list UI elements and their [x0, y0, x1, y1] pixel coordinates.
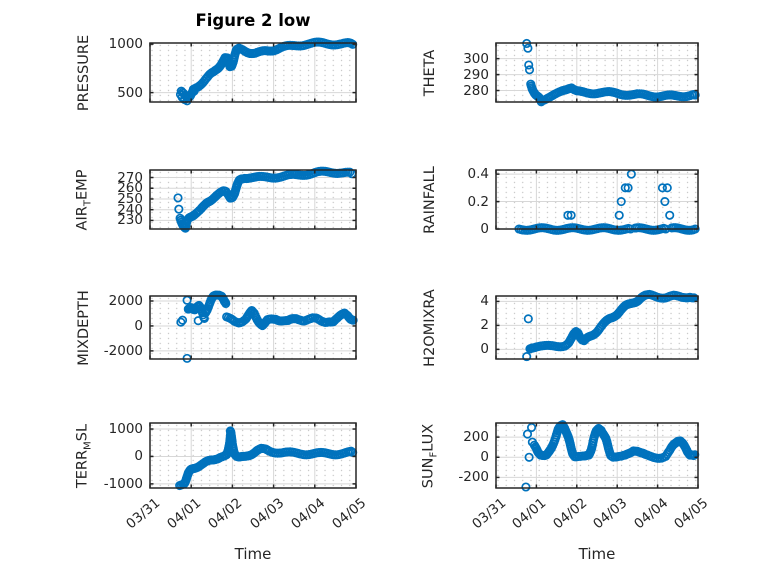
y-tick-label: 4	[480, 293, 489, 310]
scatter-series	[176, 290, 358, 363]
y-tick-label: 1000	[108, 421, 143, 438]
y-tick-label: 230	[117, 212, 143, 229]
x-tick-label: 04/04	[630, 495, 671, 533]
axes-frame	[495, 422, 699, 489]
y-tick-label: 290	[463, 66, 489, 83]
axes-frame	[149, 422, 357, 489]
x-tick-label: 04/05	[329, 495, 370, 533]
y-tick-label: 280	[463, 82, 489, 99]
x-axis-label-right: Time	[578, 545, 616, 563]
figure-title: Figure 2 low	[195, 11, 311, 30]
x-tick-label: 04/05	[671, 495, 712, 533]
y-axis-label-sun-flux: SUNFLUX	[420, 423, 440, 488]
y-axis-label-terr-msl: TERRMSL	[74, 423, 94, 488]
y-tick-label: 0	[480, 449, 489, 466]
y-tick-label: 2	[480, 317, 489, 334]
x-tick-label: 04/03	[590, 495, 631, 533]
scatter-series	[175, 426, 358, 491]
plot-h2omixra	[495, 289, 699, 362]
y-tick-label: -200	[458, 469, 489, 486]
axes-frame	[149, 295, 357, 360]
y-axis-label-h2omixra: H2OMIXRA	[422, 288, 438, 367]
y-tick-label: 0	[480, 221, 489, 237]
y-tick-label: -2000	[103, 342, 143, 359]
y-tick-label: 1000	[108, 36, 143, 53]
plot-mixdepth	[149, 290, 358, 363]
plot-rainfall	[495, 169, 700, 235]
x-tick-label: 04/03	[246, 495, 287, 533]
x-tick-label: 03/31	[123, 495, 164, 533]
y-tick-label: 500	[117, 84, 143, 101]
y-axis-label-theta: THETA	[422, 49, 438, 96]
y-tick-label: 200	[463, 429, 489, 446]
x-tick-label: 04/04	[287, 495, 329, 533]
x-axis-label-left: Time	[234, 545, 272, 563]
y-tick-label: 240	[117, 201, 143, 218]
y-tick-label: 260	[117, 180, 143, 197]
y-tick-label: 0.2	[467, 193, 489, 210]
y-tick-label: 0	[480, 341, 489, 358]
y-tick-label: 0	[134, 448, 143, 465]
axes-frame	[149, 42, 357, 103]
y-tick-label: -1000	[103, 475, 143, 492]
y-axis-label-air-temp: AIRTEMP	[74, 169, 94, 230]
x-tick-label: 03/31	[469, 495, 510, 533]
y-tick-label: 0.4	[467, 166, 489, 183]
y-tick-label: 2000	[108, 292, 143, 309]
x-tick-label: 04/02	[549, 495, 591, 533]
x-tick-label: 04/01	[509, 495, 550, 533]
y-axis-label-pressure: PRESSURE	[76, 34, 92, 111]
minor-grid	[496, 170, 698, 229]
scatter-series	[521, 420, 700, 492]
scatter-series	[522, 289, 699, 362]
y-tick-label: 270	[117, 169, 143, 186]
plot-terr-msl	[149, 422, 358, 491]
axes-frame	[495, 295, 699, 360]
y-tick-label: 0	[134, 317, 143, 334]
y-axis-label-mixdepth: MIXDEPTH	[76, 289, 92, 366]
scatter-series	[173, 166, 357, 233]
y-tick-label: 250	[117, 190, 143, 207]
axes-frame	[495, 169, 699, 230]
plot-sun-flux	[495, 420, 700, 492]
axes-frame	[495, 42, 699, 103]
y-axis-label-rainfall: RAINFALL	[422, 165, 438, 234]
plot-theta	[495, 38, 700, 107]
minor-grid	[150, 296, 356, 359]
y-tick-label: 300	[463, 50, 489, 67]
axes-frame	[149, 169, 357, 230]
x-tick-label: 04/01	[164, 495, 205, 533]
x-tick-label: 04/02	[205, 495, 246, 533]
plot-pressure	[149, 37, 358, 106]
plot-air-temp	[149, 166, 357, 233]
